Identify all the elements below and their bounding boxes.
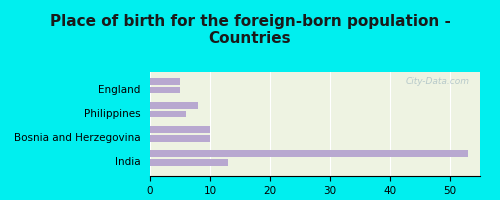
Bar bbox=[150, 159, 228, 166]
Bar bbox=[150, 102, 198, 109]
Bar bbox=[150, 111, 186, 117]
Bar bbox=[150, 135, 210, 142]
Bar bbox=[150, 126, 210, 133]
Text: City-Data.com: City-Data.com bbox=[406, 77, 470, 86]
Text: Place of birth for the foreign-born population -
Countries: Place of birth for the foreign-born popu… bbox=[50, 14, 450, 46]
Bar bbox=[150, 87, 180, 93]
Bar bbox=[150, 78, 180, 85]
Bar bbox=[150, 150, 468, 157]
